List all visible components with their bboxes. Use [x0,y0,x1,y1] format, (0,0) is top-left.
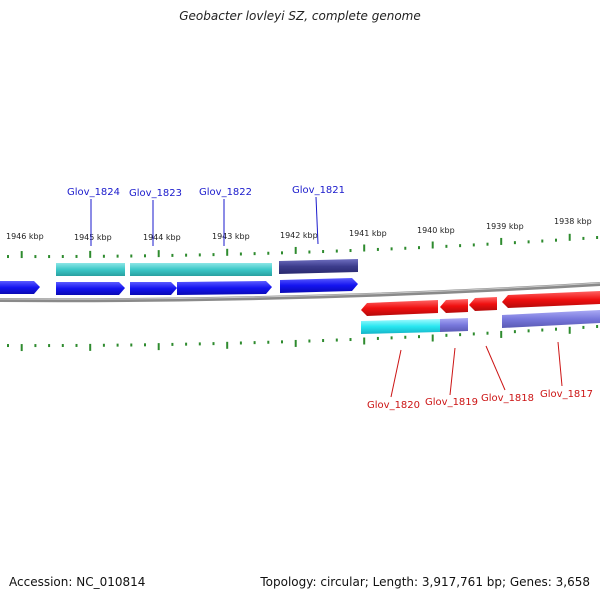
kbp-label: 1941 kbp [349,229,387,238]
position-ticks-bottom [7,324,599,352]
gene-arrow [0,281,40,294]
gene-label[interactable]: Glov_1824 [67,187,120,198]
kbp-label: 1944 kbp [143,233,181,242]
genome-backbone [0,282,600,303]
gene-label[interactable]: Glov_1822 [199,187,252,198]
gene-arrow [280,278,358,293]
gene-arrow [177,281,272,295]
label-leaders [90,196,563,398]
kbp-label: 1945 kbp [74,233,112,242]
gene-arrow [469,297,497,311]
kbp-labels: 1946 kbp 1945 kbp 1944 kbp 1943 kbp 1942… [6,217,592,242]
cds-features-reverse [361,310,600,334]
genes-forward [0,278,358,295]
kbp-label: 1942 kbp [280,231,318,240]
kbp-label: 1946 kbp [6,232,44,241]
cds-feature [279,259,358,274]
leader-line [390,349,402,398]
gene-arrow [56,282,125,295]
cds-feature [440,318,468,332]
leader-line [449,347,456,396]
kbp-label: 1938 kbp [554,217,592,226]
cds-features-forward [56,259,358,276]
leader-line [485,345,506,391]
kbp-label: 1943 kbp [212,232,250,241]
gene-labels-bottom: Glov_1820 Glov_1819 Glov_1818 Glov_1817 [367,389,593,411]
gene-arrow [361,300,438,316]
gene-label[interactable]: Glov_1820 [367,400,420,411]
kbp-label: 1939 kbp [486,222,524,231]
genome-summary-text: Topology: circular; Length: 3,917,761 bp… [260,575,590,589]
gene-label[interactable]: Glov_1823 [129,188,182,199]
accession-text: Accession: NC_010814 [9,575,146,589]
gene-label[interactable]: Glov_1821 [292,185,345,196]
genes-reverse [361,291,600,316]
gene-label[interactable]: Glov_1819 [425,397,478,408]
leader-line [557,341,563,387]
gene-label[interactable]: Glov_1817 [540,389,593,400]
cds-feature [502,310,600,328]
leader-line [315,196,319,245]
cds-feature [177,263,272,276]
cds-feature [361,319,440,334]
chart-title: Geobacter lovleyi SZ, complete genome [179,9,421,23]
genome-backbone-highlight [0,282,600,300]
kbp-label: 1940 kbp [417,226,455,235]
position-ticks-top [7,233,599,259]
gene-labels-top: Glov_1824 Glov_1823 Glov_1822 Glov_1821 [67,185,345,199]
gene-label[interactable]: Glov_1818 [481,393,534,404]
cds-feature [56,263,125,276]
cds-feature [130,263,177,276]
gene-arrow [440,299,468,313]
gene-arrow [130,282,177,295]
gene-arrow [502,291,600,308]
